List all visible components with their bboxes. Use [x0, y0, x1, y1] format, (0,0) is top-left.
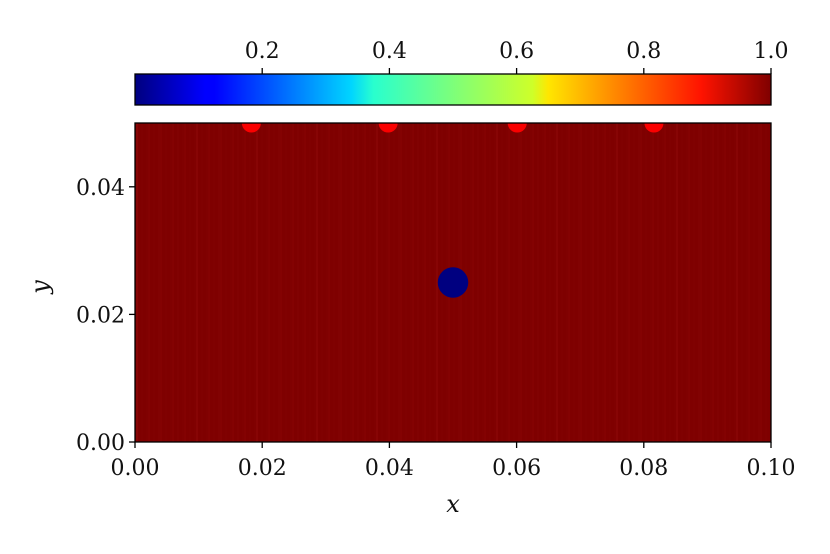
central-disc-mark	[437, 267, 469, 298]
colorbar-gradient	[134, 73, 772, 106]
colorbar-tick-label: 1.0	[754, 39, 789, 64]
x-axis-label: x	[446, 490, 460, 518]
y-tick-label: 0.02	[76, 303, 125, 328]
plot-frame	[134, 122, 772, 443]
y-axis-ticks: 0.00 0.02 0.04	[76, 176, 135, 456]
x-tick-label: 0.04	[365, 456, 414, 481]
x-tick-label: 0.06	[492, 456, 541, 481]
x-tick-label: 0.00	[111, 456, 160, 481]
colorbar-tick-label: 0.2	[245, 39, 280, 64]
colorbar-ticks: 0.2 0.4 0.6 0.8 1.0	[245, 39, 789, 74]
top-edge-semicircle-1	[241, 123, 261, 133]
colorbar-tick-label: 0.6	[499, 39, 534, 64]
colorbar-tick-label: 0.4	[372, 39, 407, 64]
top-edge-semicircle-2	[378, 123, 398, 133]
x-tick-label: 0.10	[747, 456, 796, 481]
y-tick-label: 0.04	[76, 176, 125, 201]
colorbar-tick-label: 0.8	[626, 39, 661, 64]
top-edge-semicircle-3	[507, 123, 527, 133]
x-tick-label: 0.08	[619, 456, 668, 481]
y-axis-label: y	[26, 280, 54, 295]
top-edge-semicircle-4	[644, 123, 664, 133]
y-tick-label: 0.00	[76, 431, 125, 456]
heatmap-texture	[136, 123, 771, 442]
x-tick-label: 0.02	[238, 456, 287, 481]
heatmap-features	[241, 123, 664, 298]
x-axis-ticks: 0.00 0.02 0.04 0.06 0.08 0.10	[111, 442, 796, 481]
plot-area: 0.00 0.02 0.04 0.06 0.08 0.10 0.00 0.02 0.04	[76, 122, 796, 481]
colorbar: 0.2 0.4 0.6 0.8 1.0	[134, 39, 789, 106]
